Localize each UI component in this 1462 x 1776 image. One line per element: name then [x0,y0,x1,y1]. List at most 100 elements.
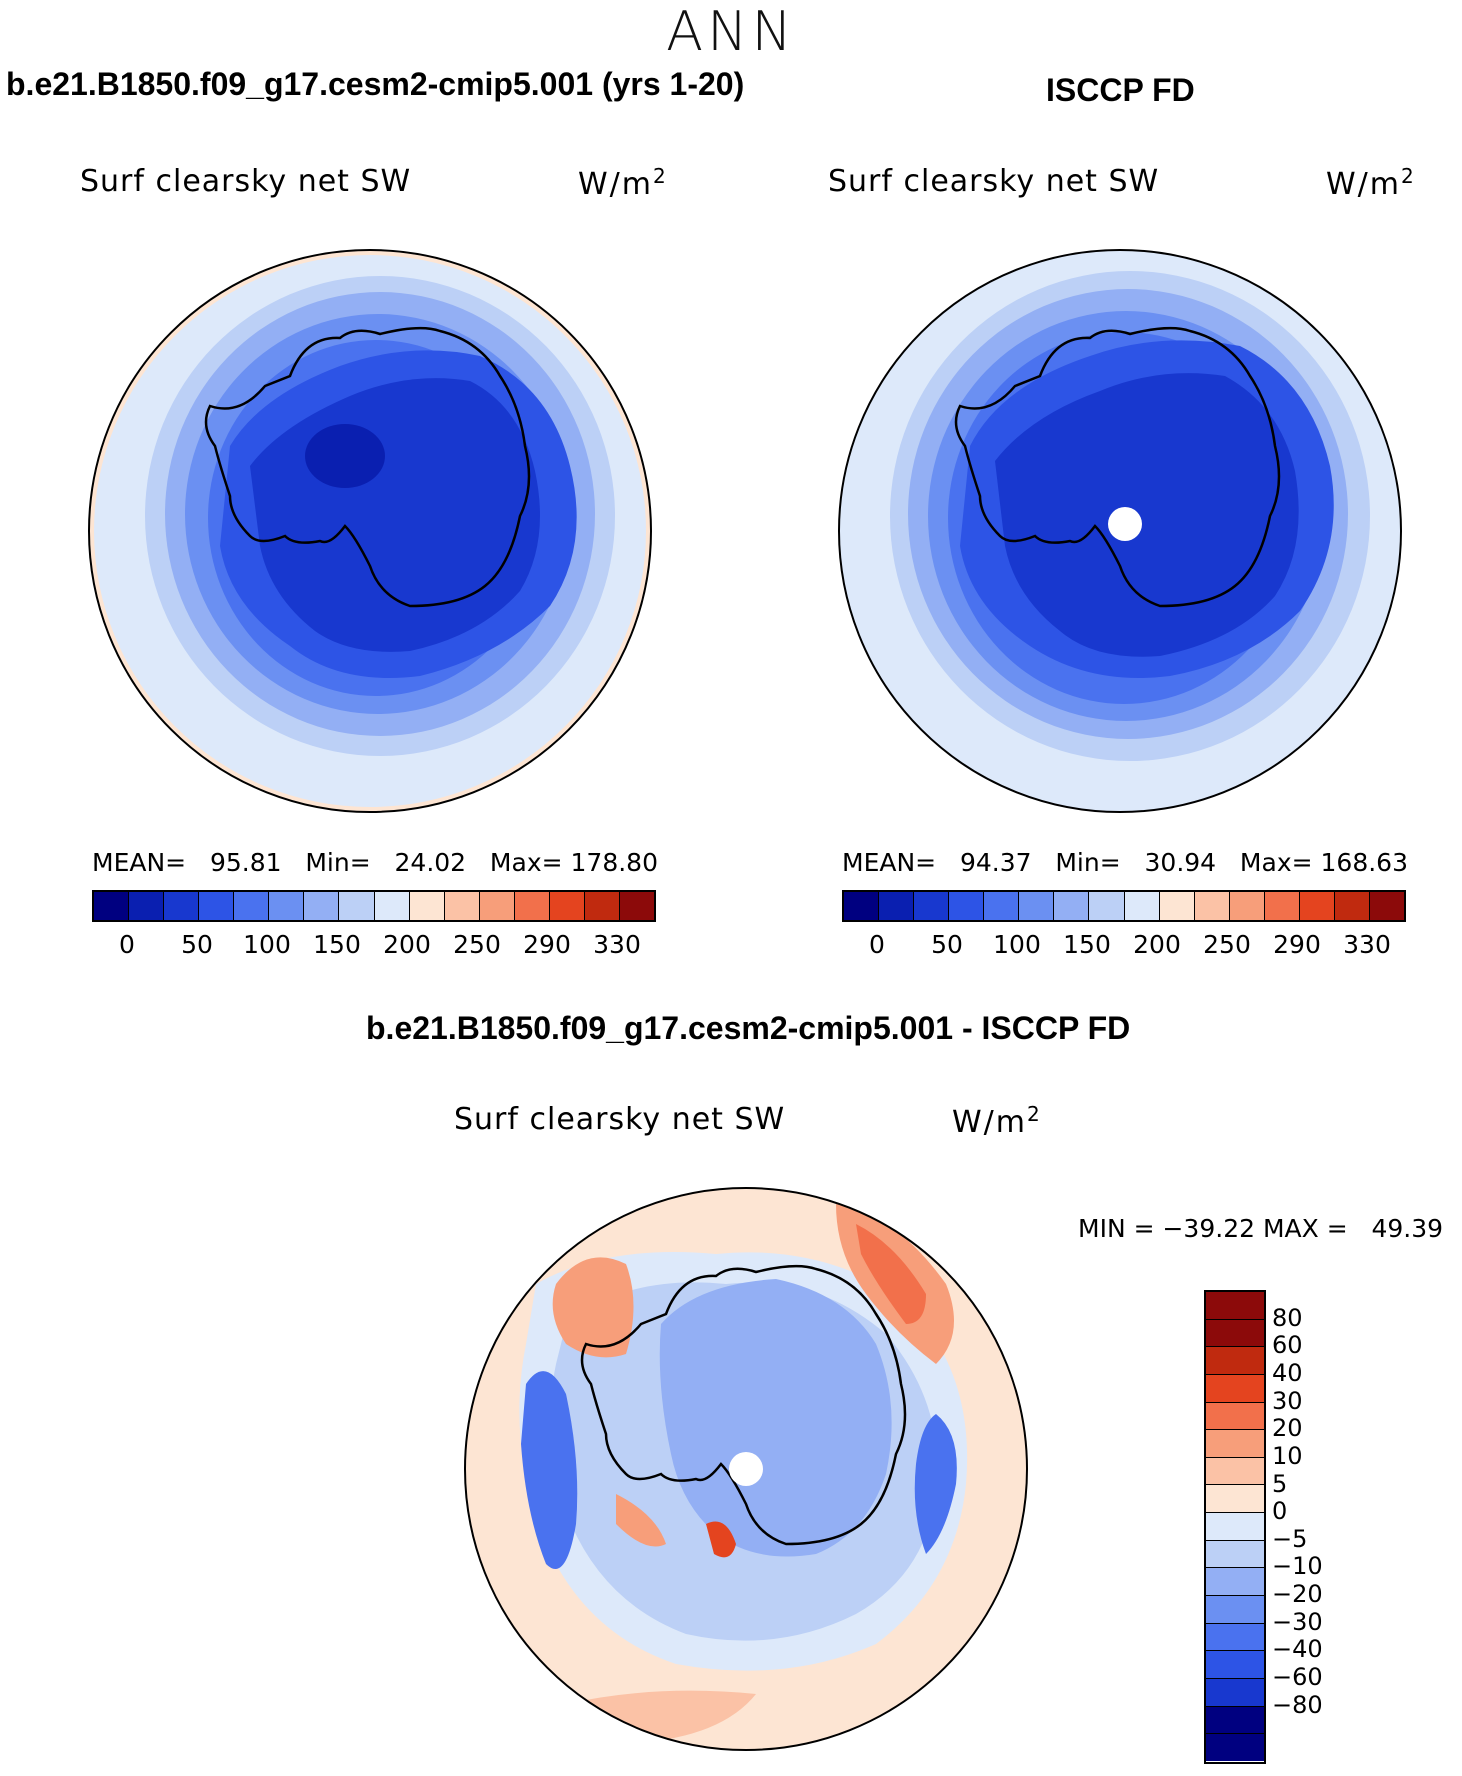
model-map-border [88,249,652,813]
diff-colorbar-tick-label: −5 [1272,1524,1308,1553]
diff-colorbar-swatch [1206,1622,1264,1651]
obs-panel-title: ISCCP FD [1046,72,1195,108]
model-colorbar-tick-label: 250 [453,930,501,959]
obs-colorbar-tick-label: 200 [1133,930,1181,959]
obs-colorbar-swatch [1333,892,1369,920]
model-colorbar-swatch [408,892,444,920]
obs-colorbar-swatch [1263,892,1299,920]
diff-colorbar-tick-label: 0 [1272,1497,1288,1526]
diff-colorbar-tick-label: −10 [1272,1552,1323,1581]
obs-antarctica-coastline [954,326,1281,608]
model-colorbar-swatch [303,892,339,920]
model-colorbar-tick-label: 200 [383,930,431,959]
diff-colorbar-swatch [1206,1650,1264,1678]
model-colorbar-swatch [94,892,129,920]
diff-map-border [464,1187,1028,1751]
diff-contour-p30-ne [856,1224,926,1324]
obs-colorbar-tick-label: 0 [869,930,885,959]
model-contour-min [305,424,385,488]
model-colorbar-swatch [233,892,269,920]
model-colorbar-swatch [618,892,654,920]
obs-colorbar-swatch [913,892,949,920]
diff-colorbar-swatch [1206,1705,1264,1734]
obs-colorbar-tick-label: 250 [1203,930,1251,959]
diff-colorbar-swatch [1206,1595,1264,1623]
model-colorbar-labels: 0 50 100 150 200 250 290 330 [92,930,652,964]
diff-colorbar-swatch [1206,1373,1264,1402]
diff-colorbar-swatch [1206,1484,1264,1513]
obs-polar-map [838,249,1402,813]
obs-colorbar-swatch [983,892,1019,920]
obs-contour-25 [995,373,1299,657]
model-colorbar-tick-label: 0 [119,930,135,959]
obs-colorbar-tick-label: 290 [1273,930,1321,959]
obs-colorbar-swatch [1018,892,1054,920]
diff-colorbar-tick-label: −80 [1272,1690,1323,1719]
diff-colorbar-swatch [1206,1401,1264,1430]
diff-colorbar-tick-label: 10 [1272,1441,1303,1470]
model-colorbar-swatch [338,892,374,920]
obs-colorbar-labels: 0 50 100 150 200 250 290 330 [842,930,1402,964]
model-colorbar-swatch [478,892,514,920]
diff-colorbar-swatch [1206,1318,1264,1347]
model-variable-label: Surf clearsky net SW [80,164,412,199]
diff-colorbar-tick-label: 5 [1272,1469,1288,1498]
diff-contour-p20-nw [552,1257,634,1358]
diff-colorbar-swatch [1206,1677,1264,1706]
diff-contour-m30-east [914,1414,957,1554]
diff-colorbar-tick-label: −60 [1272,1663,1323,1692]
model-colorbar-swatch [443,892,479,920]
model-stats: MEAN= 95.81 Min= 24.02 Max= 178.80 [92,848,658,877]
model-colorbar-swatch [198,892,234,920]
obs-colorbar-swatch [1368,892,1404,920]
obs-colorbar-tick-label: 50 [931,930,963,959]
diff-stats: MIN = −39.22 MAX = 49.39 [1078,1214,1444,1243]
diff-colorbar-tick-label: −30 [1272,1607,1323,1636]
diff-colorbar-tick-label: 20 [1272,1414,1303,1443]
obs-colorbar-tick-label: 330 [1343,930,1391,959]
diff-colorbar-tick-label: 60 [1272,1331,1303,1360]
diff-colorbar-swatch [1206,1733,1264,1761]
diff-colorbar-swatch [1206,1292,1264,1319]
model-colorbar-swatch [163,892,199,920]
obs-colorbar-tick-label: 150 [1063,930,1111,959]
diff-colorbar-swatch [1206,1567,1264,1596]
obs-colorbar-swatch [844,892,879,920]
obs-colorbar-tick-label: 100 [993,930,1041,959]
model-colorbar-tick-label: 290 [523,930,571,959]
model-colorbar-tick-label: 330 [593,930,641,959]
obs-colorbar-swatch [1228,892,1264,920]
diff-contour-p20-south [616,1494,666,1547]
obs-map-border [838,249,1402,813]
diff-colorbar-swatch [1206,1456,1264,1485]
obs-units-label: W/m2 [1326,164,1416,202]
figure-title: ANN [666,0,796,63]
diff-colorbar-tick-label: −40 [1272,1635,1323,1664]
model-colorbar-swatch [583,892,619,920]
obs-colorbar-swatch [948,892,984,920]
diff-contour-p40-south [706,1521,736,1558]
diff-colorbar-tick-label: 40 [1272,1358,1303,1387]
diff-units-label: W/m2 [952,1102,1042,1140]
diff-colorbar [1204,1290,1266,1764]
model-panel-title: b.e21.B1850.f09_g17.cesm2-cmip5.001 (yrs… [6,66,745,102]
model-colorbar-swatch [513,892,549,920]
model-antarctica-coastline [204,326,531,608]
model-colorbar-tick-label: 50 [181,930,213,959]
obs-stats: MEAN= 94.37 Min= 30.94 Max= 168.63 [842,848,1408,877]
obs-colorbar-swatch [1193,892,1229,920]
diff-colorbar-swatch [1206,1512,1264,1540]
model-colorbar [92,890,656,922]
model-colorbar-swatch [128,892,164,920]
diff-colorbar-tick-label: 30 [1272,1386,1303,1415]
obs-colorbar-swatch [1053,892,1089,920]
obs-variable-label: Surf clearsky net SW [828,164,1160,199]
obs-colorbar-swatch [1298,892,1334,920]
diff-colorbar-tick-label: −20 [1272,1580,1323,1609]
model-colorbar-swatch [373,892,409,920]
obs-missing-data-pole [1108,507,1142,541]
diff-antarctica-coastline [580,1264,907,1546]
model-colorbar-tick-label: 100 [243,930,291,959]
obs-colorbar [842,890,1406,922]
diff-colorbar-swatch [1206,1539,1264,1568]
